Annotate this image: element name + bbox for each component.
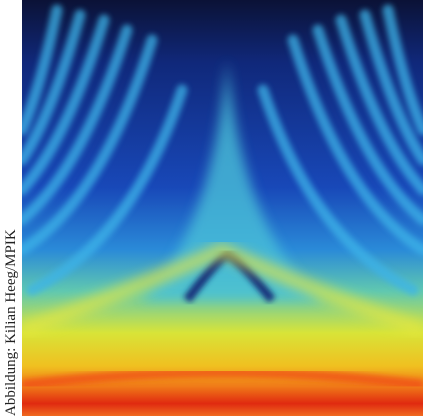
image-credit: Abbildung: Kilian Heeg/MPIK — [0, 0, 22, 416]
spectrum-image — [22, 0, 423, 416]
page: Abbildung: Kilian Heeg/MPIK — [0, 0, 423, 416]
